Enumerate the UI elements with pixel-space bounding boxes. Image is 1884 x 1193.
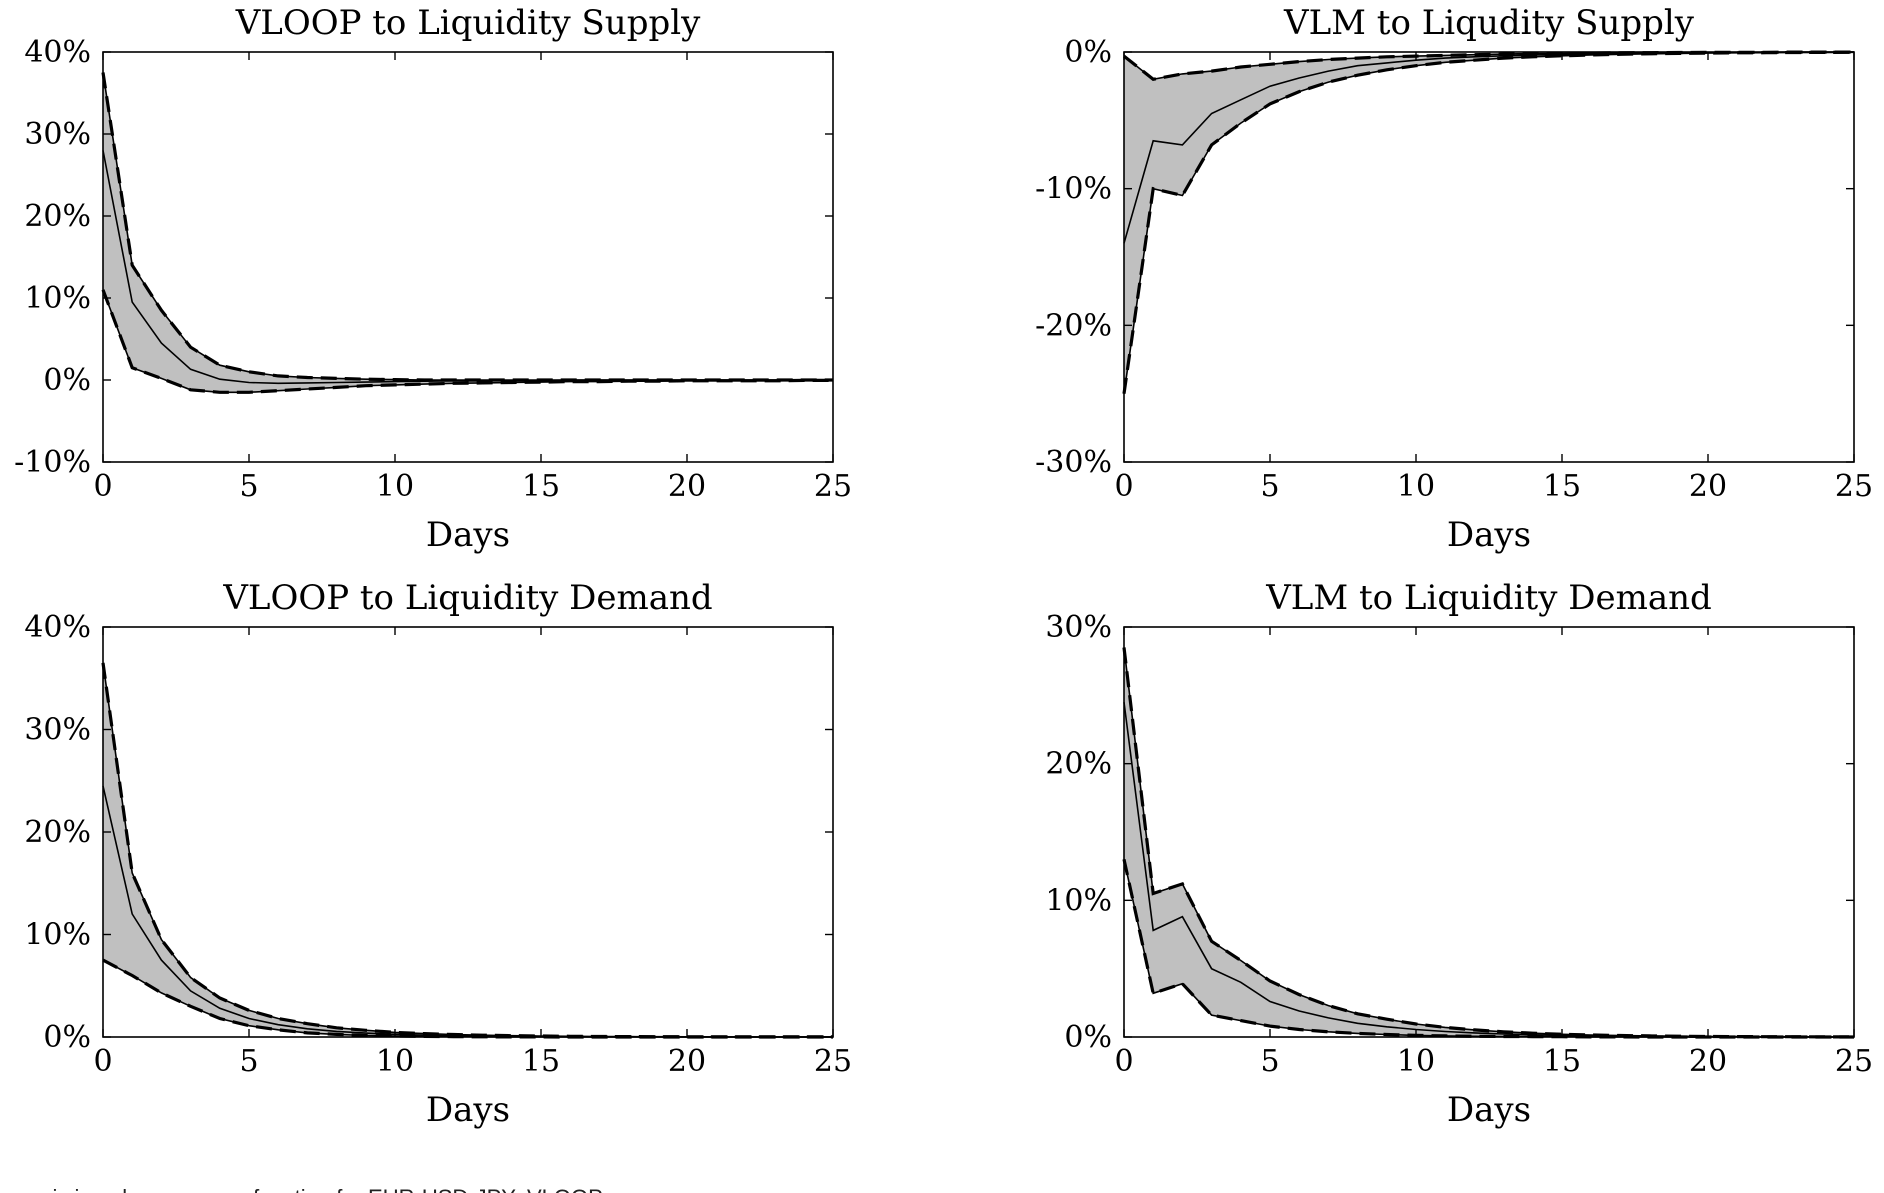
upper-band-line bbox=[1122, 647, 1854, 1039]
figure-caption: …amic impulse response function for EUR-… bbox=[0, 1185, 625, 1193]
x-tick-label: 5 bbox=[1260, 469, 1279, 504]
x-tick-label: 20 bbox=[1689, 469, 1727, 504]
x-tick-label: 25 bbox=[814, 1044, 852, 1079]
chart-panel-3: 0 5 10 15 20 25 0% 10% 20% 30% 40% VLOOP to Liquidi… bbox=[24, 578, 852, 1130]
chart-title: VLOOP to Liquidity Supply bbox=[235, 3, 701, 43]
y-tick-label: 40% bbox=[24, 35, 91, 70]
x-tick-label: 15 bbox=[522, 1044, 560, 1079]
x-tick-label: 15 bbox=[522, 469, 560, 504]
lower-band-line bbox=[102, 958, 833, 1039]
lower-band-line bbox=[1122, 50, 1855, 394]
chart-panel-2: 0 5 10 15 20 25 -30% -20% -10% 0% VLM to Liqudity … bbox=[1035, 3, 1873, 555]
y-tick-label: -30% bbox=[1035, 445, 1112, 480]
x-tick-label: 25 bbox=[814, 469, 852, 504]
y-tick-label: 0% bbox=[43, 1020, 91, 1055]
x-tick-label: 10 bbox=[376, 469, 414, 504]
chart-panel-1: 0 5 10 15 20 25 -10% 0% 10% 20% 30% 40% VLOOP to Liq… bbox=[14, 3, 852, 555]
x-axis-label: Days bbox=[426, 515, 510, 555]
chart-title: VLM to Liquidity Demand bbox=[1265, 578, 1712, 618]
x-tick-label: 10 bbox=[376, 1044, 414, 1079]
plot-frame bbox=[1123, 51, 1855, 463]
x-tick-label: 5 bbox=[1260, 1044, 1279, 1079]
y-tick-label: 20% bbox=[24, 199, 91, 234]
x-tick-label: 10 bbox=[1397, 1044, 1435, 1079]
y-tick-label: 30% bbox=[24, 713, 91, 748]
y-tick-label: 0% bbox=[1064, 1020, 1112, 1055]
y-tick-label: 10% bbox=[24, 281, 91, 316]
chart-title: VLM to Liqudity Supply bbox=[1283, 3, 1695, 43]
chart-panel-4: 0 5 10 15 20 25 0% 10% 20% 30% VLM to Liquidity De… bbox=[1045, 578, 1873, 1130]
y-tick-label: -10% bbox=[14, 445, 91, 480]
plot-frame bbox=[102, 51, 834, 463]
confidence-band bbox=[1124, 52, 1854, 394]
x-tick-label: 5 bbox=[239, 469, 258, 504]
x-tick-label: 25 bbox=[1835, 469, 1873, 504]
y-tick-label: 0% bbox=[1064, 35, 1112, 70]
x-tick-label: 10 bbox=[1397, 469, 1435, 504]
x-tick-label: 20 bbox=[1689, 1044, 1727, 1079]
x-tick-label: 5 bbox=[239, 1044, 258, 1079]
y-tick-label: 0% bbox=[43, 363, 91, 398]
x-tick-label: 0 bbox=[93, 469, 112, 504]
y-tick-label: 20% bbox=[1045, 747, 1112, 782]
x-axis-label: Days bbox=[426, 1090, 510, 1130]
y-tick-label: 10% bbox=[1045, 883, 1112, 918]
x-axis-label: Days bbox=[1447, 515, 1531, 555]
x-tick-label: 25 bbox=[1835, 1044, 1873, 1079]
x-axis-label: Days bbox=[1447, 1090, 1531, 1130]
confidence-band bbox=[103, 72, 833, 393]
y-tick-label: 30% bbox=[24, 117, 91, 152]
upper-band-line bbox=[1123, 50, 1854, 82]
chart-title: VLOOP to Liquidity Demand bbox=[222, 578, 712, 618]
x-tick-label: 0 bbox=[1114, 469, 1133, 504]
x-tick-label: 15 bbox=[1543, 469, 1581, 504]
estimate-line bbox=[102, 150, 833, 385]
y-tick-label: -20% bbox=[1035, 308, 1112, 343]
y-tick-label: -10% bbox=[1035, 172, 1112, 207]
lower-band-line bbox=[101, 289, 833, 394]
plot-frame bbox=[1123, 626, 1855, 1038]
x-tick-label: 0 bbox=[1114, 1044, 1133, 1079]
x-tick-label: 0 bbox=[93, 1044, 112, 1079]
x-tick-label: 20 bbox=[668, 469, 706, 504]
y-tick-label: 20% bbox=[24, 815, 91, 850]
y-tick-label: 40% bbox=[24, 610, 91, 645]
confidence-band bbox=[1124, 647, 1854, 1037]
y-tick-label: 30% bbox=[1045, 610, 1112, 645]
x-tick-label: 20 bbox=[668, 1044, 706, 1079]
x-tick-label: 15 bbox=[1543, 1044, 1581, 1079]
y-tick-label: 10% bbox=[24, 918, 91, 953]
